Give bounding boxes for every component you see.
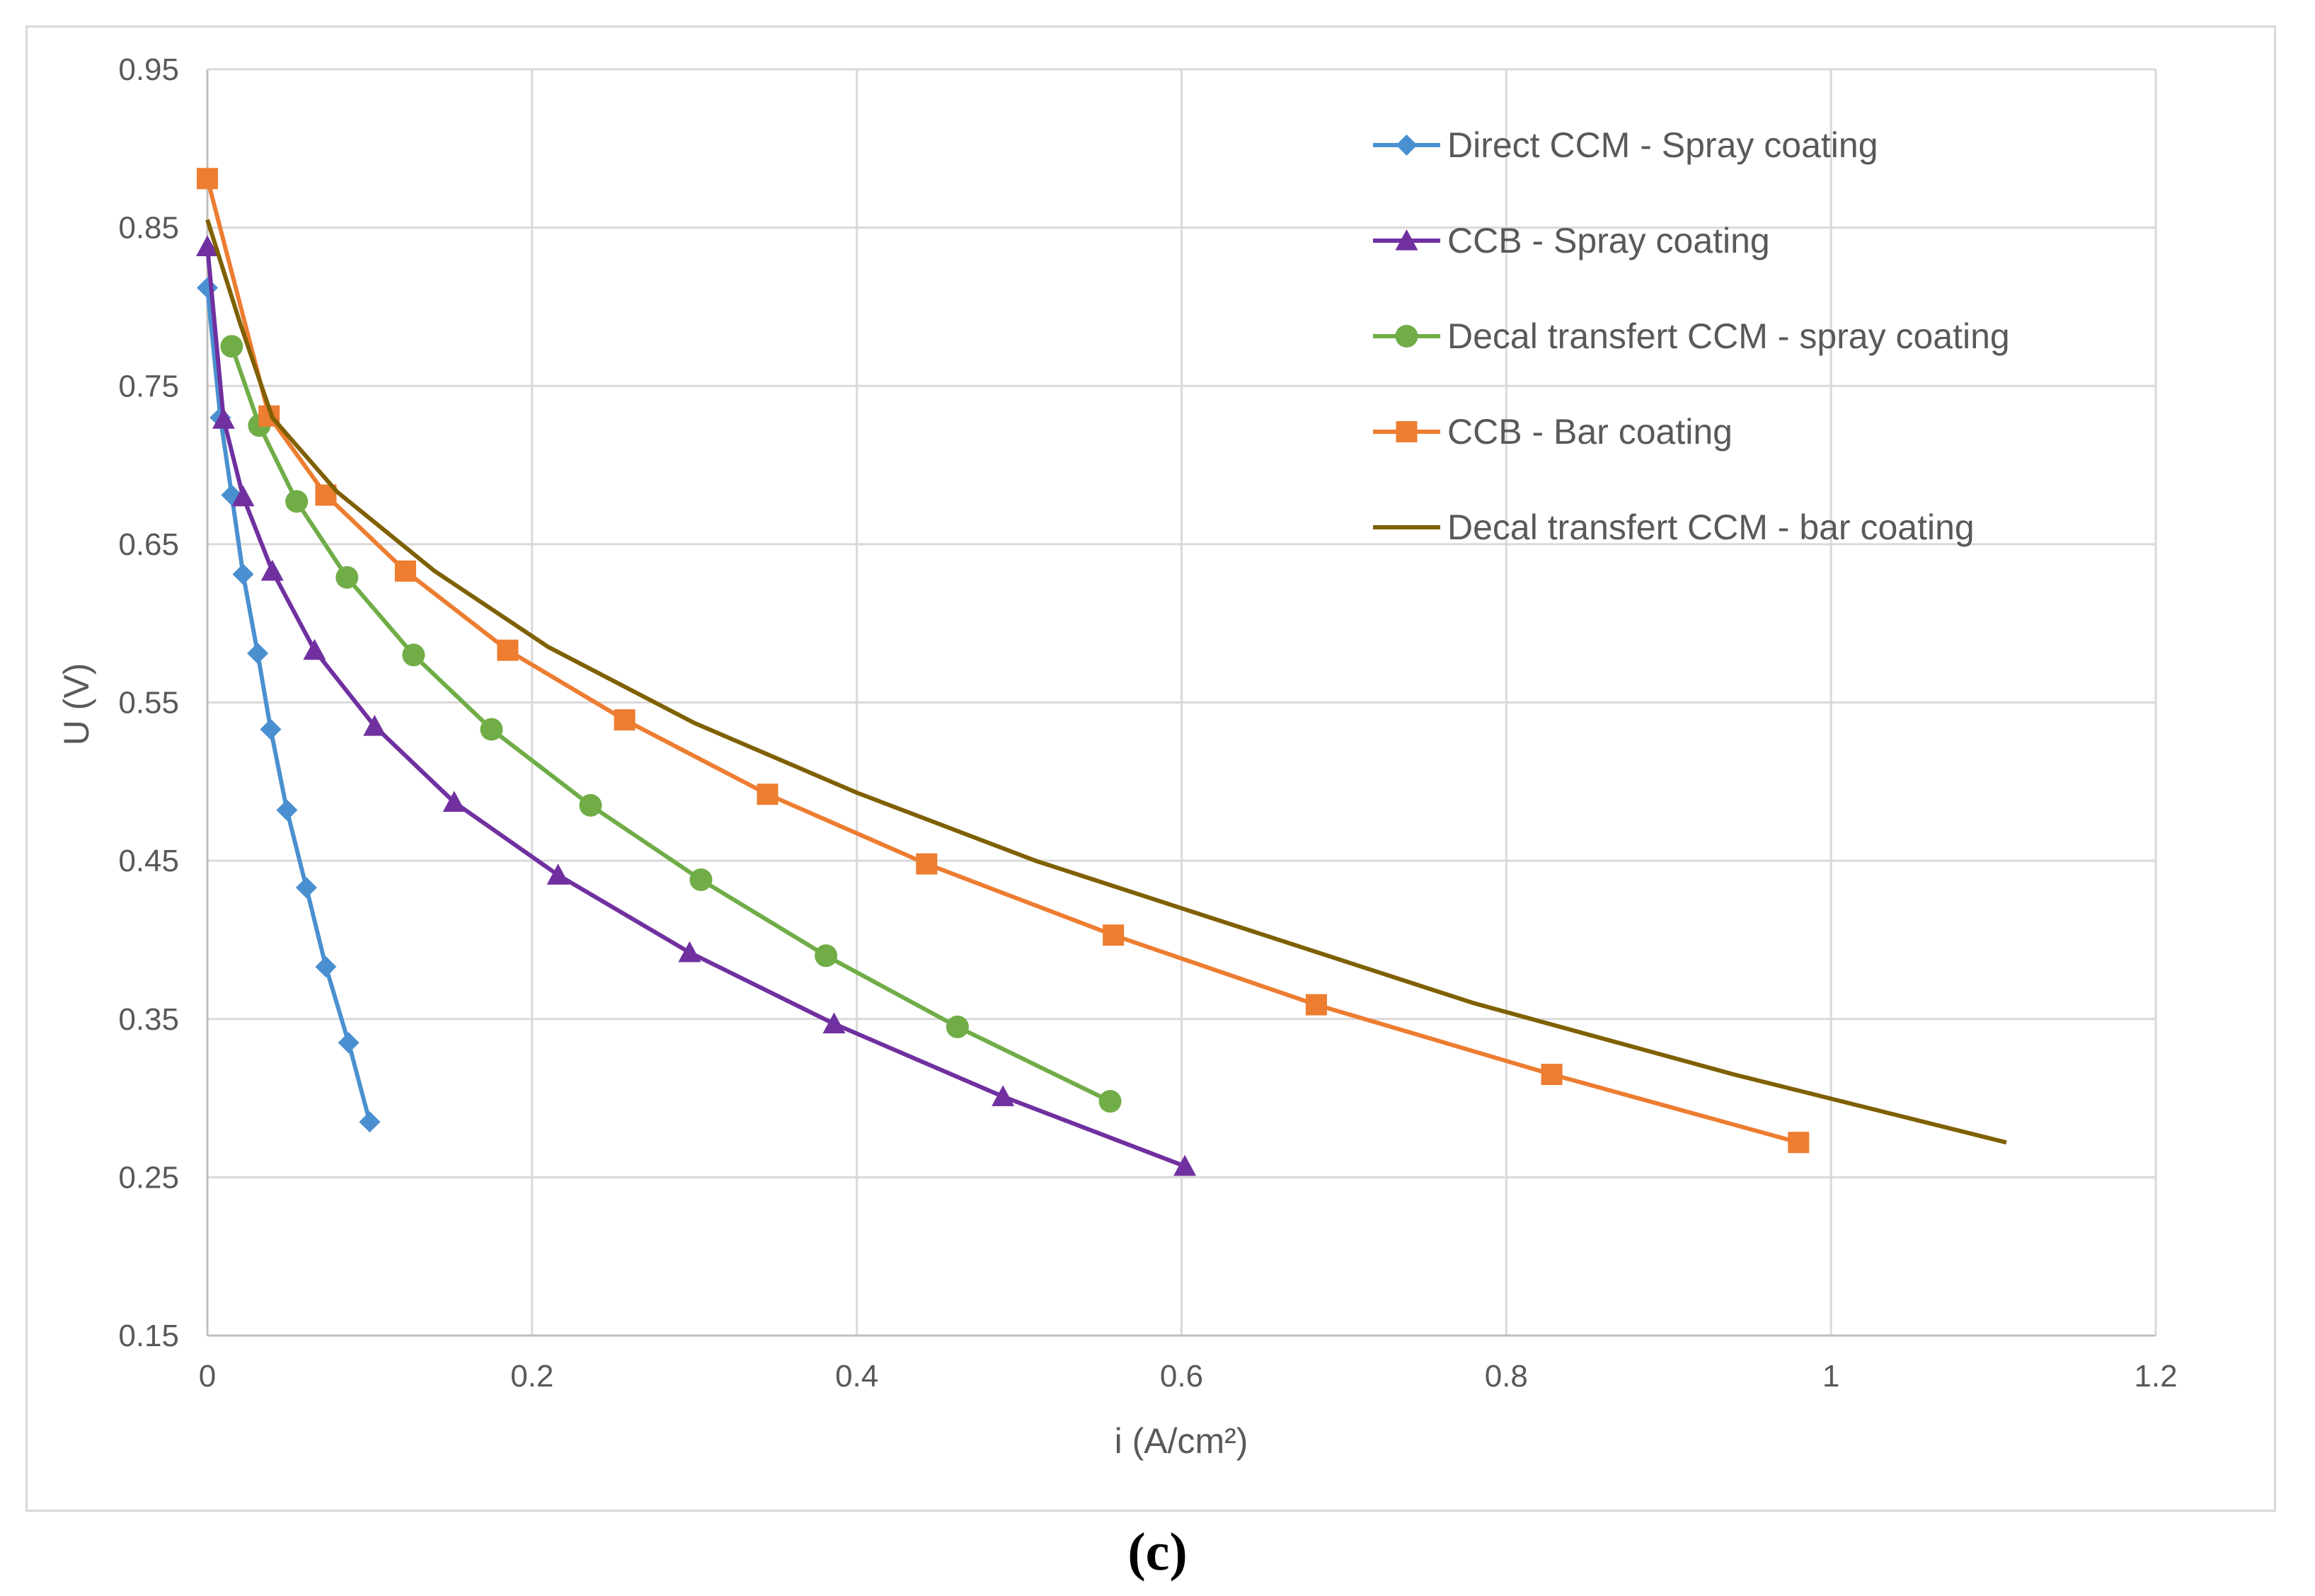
data-point — [442, 791, 466, 812]
legend-item: Decal transfert CCM - spray coating — [1373, 316, 2010, 356]
y-tick-label: 0.45 — [118, 844, 179, 878]
y-tick-label: 0.35 — [118, 1002, 179, 1037]
x-tick-label: 0.6 — [1160, 1359, 1203, 1394]
legend-swatch-marker — [1395, 229, 1418, 251]
y-tick-label: 0.85 — [118, 211, 179, 246]
x-tick-label: 0.8 — [1485, 1359, 1528, 1394]
figure-caption: (c) — [1127, 1522, 1188, 1582]
legend-swatch-marker — [1396, 421, 1418, 442]
data-point — [197, 277, 218, 299]
series-5 — [205, 219, 2007, 1145]
data-point — [197, 168, 218, 190]
data-point — [276, 799, 298, 821]
legend-item: Direct CCM - Spray coating — [1373, 125, 1878, 165]
series-line — [229, 345, 1111, 1103]
y-tick-label: 0.55 — [118, 686, 179, 721]
data-point — [295, 877, 317, 899]
data-point — [689, 868, 713, 891]
x-tick-label: 0 — [199, 1359, 216, 1394]
data-point — [303, 638, 326, 660]
data-point — [394, 560, 416, 582]
data-point — [338, 1032, 360, 1054]
data-point — [260, 559, 284, 581]
y-tick-label: 0.65 — [118, 527, 179, 562]
y-tick-label: 0.25 — [118, 1160, 179, 1195]
legend-swatch-marker — [1395, 325, 1418, 348]
gridlines — [206, 68, 2157, 1337]
data-point — [196, 235, 219, 257]
legend: Direct CCM - Spray coating CCB - Spray co… — [1373, 125, 2010, 547]
legend-label: CCB - Bar coating — [1447, 412, 1733, 452]
series-group — [196, 168, 2007, 1176]
data-point — [614, 709, 636, 731]
data-point — [247, 643, 269, 665]
y-tick-label: 0.95 — [118, 52, 179, 87]
data-point — [916, 853, 938, 875]
axes: 0.15 0.25 0.35 0.45 0.55 0.65 0.75 0.85 0.95 0 0.2… — [118, 52, 2177, 1394]
data-point — [822, 1012, 846, 1034]
legend-item: CCB - Spray coating — [1373, 221, 1770, 260]
data-point — [335, 566, 359, 589]
data-point — [946, 1015, 969, 1038]
x-tick-label: 1 — [1822, 1359, 1839, 1394]
data-point — [1305, 994, 1327, 1016]
series-line — [205, 178, 1800, 1145]
data-point — [992, 1085, 1015, 1106]
y-tick-label: 0.75 — [118, 369, 179, 403]
legend-swatch-marker — [1396, 134, 1418, 156]
data-point — [1173, 1154, 1197, 1176]
data-point — [402, 643, 425, 667]
x-axis-title: i (A/cm²) — [1115, 1421, 1248, 1461]
data-point — [260, 718, 282, 740]
x-tick-label: 1.2 — [2134, 1359, 2177, 1394]
data-point — [220, 335, 243, 358]
data-point — [757, 783, 779, 805]
data-point — [1788, 1132, 1810, 1154]
y-tick-label: 0.15 — [118, 1319, 179, 1353]
legend-item: CCB - Bar coating — [1373, 412, 1733, 452]
chart-frame — [25, 25, 2276, 1512]
data-point — [546, 863, 570, 885]
data-point — [1541, 1064, 1563, 1086]
x-tick-label: 0.4 — [835, 1359, 878, 1394]
data-point — [359, 1111, 381, 1133]
series-4 — [197, 168, 1810, 1154]
data-point — [285, 490, 309, 513]
series-line — [205, 287, 372, 1123]
data-point — [232, 563, 254, 585]
data-point — [1103, 924, 1125, 946]
data-point — [363, 715, 386, 736]
series-3 — [220, 335, 1122, 1113]
legend-label: Direct CCM - Spray coating — [1447, 125, 1878, 165]
data-point — [315, 955, 337, 977]
legend-label: CCB - Spray coating — [1447, 221, 1770, 260]
data-point — [497, 639, 519, 661]
legend-label: Decal transfert CCM - bar coating — [1447, 507, 1975, 547]
legend-item: Decal transfert CCM - bar coating — [1373, 507, 1975, 547]
data-point — [1098, 1090, 1122, 1113]
series-2 — [196, 235, 1197, 1176]
data-point — [212, 408, 235, 429]
data-point — [231, 485, 255, 507]
data-point — [579, 793, 602, 817]
y-axis-title: U (V) — [57, 663, 96, 746]
x-tick-label: 0.2 — [510, 1359, 553, 1394]
data-point — [815, 944, 838, 968]
series-line — [205, 219, 2007, 1145]
data-point — [480, 718, 503, 741]
legend-label: Decal transfert CCM - spray coating — [1447, 316, 2010, 356]
data-point — [678, 941, 701, 963]
series-line — [205, 246, 1186, 1169]
